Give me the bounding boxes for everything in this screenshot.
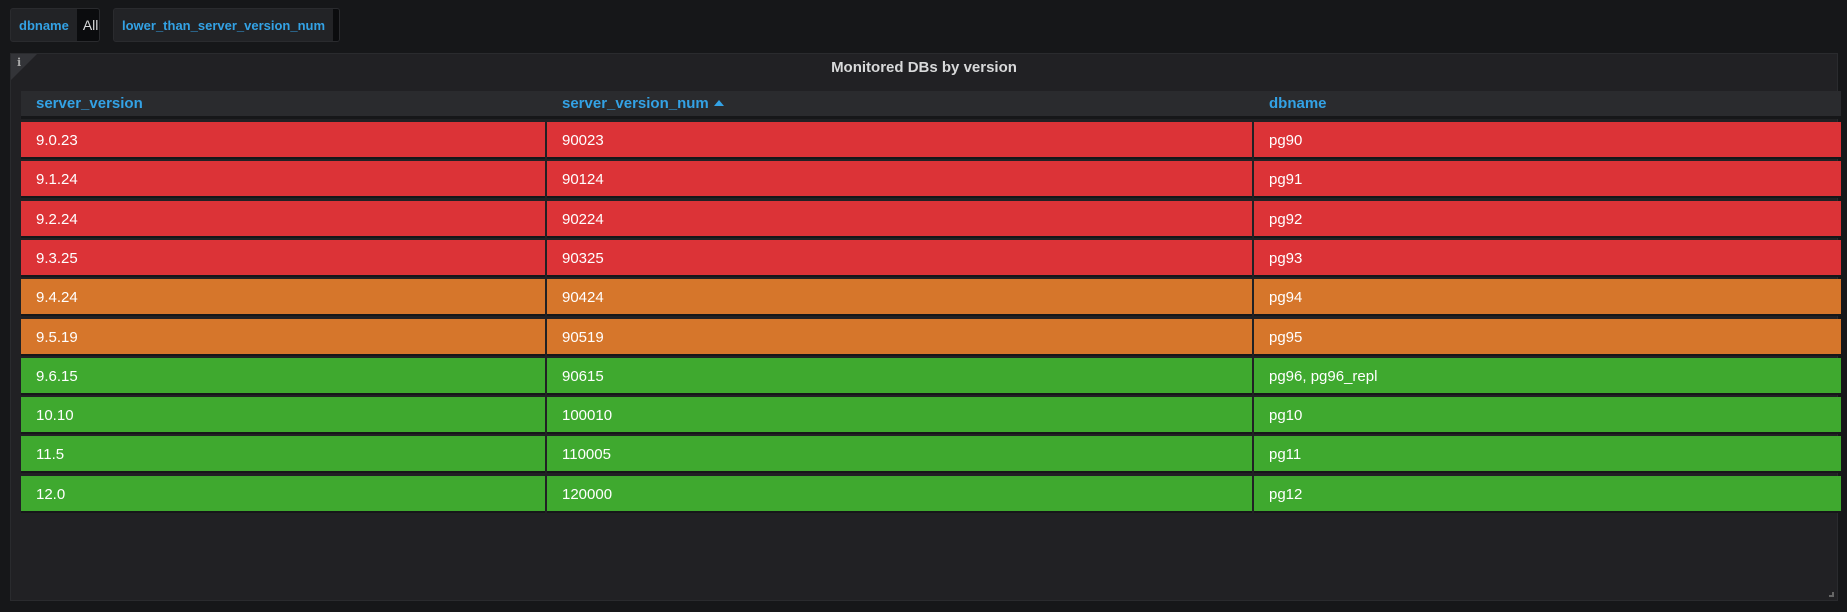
cell-server-version: 12.0 — [21, 475, 545, 513]
cell-server-version-num: 90023 — [547, 122, 1252, 159]
cell-dbname: pg94 — [1254, 279, 1841, 317]
cell-dbname: pg93 — [1254, 239, 1841, 277]
cell-dbname: pg12 — [1254, 475, 1841, 513]
cell-server-version-num: 120000 — [547, 475, 1252, 513]
column-header-server-version-num[interactable]: server_version_num — [562, 91, 724, 116]
table-row: 9.1.24 90124 pg91 — [21, 161, 1841, 200]
table-row: 9.2.24 90224 pg92 — [21, 200, 1841, 240]
dropdown-value: All — [82, 17, 99, 33]
cell-server-version-num: 90325 — [547, 239, 1252, 277]
table-row: 11.5 110005 pg11 — [21, 436, 1841, 475]
table-row: 9.4.24 90424 pg94 — [21, 279, 1841, 318]
dbname-dropdown[interactable]: All — [76, 9, 99, 41]
table-row: 12.0 120000 pg12 — [21, 475, 1841, 515]
table-header: server_version server_version_num dbname — [21, 91, 1841, 119]
header-label: dbname — [1269, 95, 1327, 112]
header-label: server_version_num — [562, 95, 709, 112]
cell-server-version: 9.3.25 — [21, 239, 545, 277]
variable-label: lower_than_server_version_num — [122, 17, 326, 33]
cell-server-version-num: 90424 — [547, 279, 1252, 317]
cell-server-version: 9.6.15 — [21, 357, 545, 395]
cell-dbname: pg90 — [1254, 122, 1841, 159]
panel-monitored-dbs: i Monitored DBs by version server_versio… — [10, 53, 1841, 601]
cell-dbname: pg91 — [1254, 161, 1841, 199]
cell-server-version: 9.4.24 — [21, 279, 545, 317]
table-row: 9.5.19 90519 pg95 — [21, 318, 1841, 358]
cell-dbname: pg96, pg96_repl — [1254, 357, 1841, 395]
cell-dbname: pg95 — [1254, 318, 1841, 356]
info-icon[interactable]: i — [17, 56, 22, 69]
table-row: 9.3.25 90325 pg93 — [21, 239, 1841, 279]
cell-server-version-num: 90124 — [547, 161, 1252, 199]
sort-ascending-icon — [713, 100, 724, 106]
cell-server-version: 11.5 — [21, 436, 545, 474]
column-header-server-version[interactable]: server_version — [36, 91, 143, 116]
cell-dbname: pg11 — [1254, 436, 1841, 474]
cell-server-version: 9.0.23 — [21, 122, 545, 159]
cell-server-version-num: 100010 — [547, 397, 1252, 435]
panel-info-corner[interactable] — [11, 54, 37, 80]
cell-server-version-num: 110005 — [547, 436, 1252, 474]
variable-dbname: dbname All — [10, 8, 100, 42]
cell-server-version-num: 90615 — [547, 357, 1252, 395]
variable-lower-than-server-version-num: lower_than_server_version_num 120000 — [113, 8, 340, 42]
panel-title[interactable]: Monitored DBs by version — [831, 59, 1017, 76]
header-label: server_version — [36, 95, 143, 112]
cell-server-version: 9.1.24 — [21, 161, 545, 199]
table-row: 10.10 100010 pg10 — [21, 397, 1841, 436]
version-num-dropdown[interactable]: 120000 — [333, 9, 340, 41]
cell-server-version-num: 90224 — [547, 200, 1252, 238]
table-row: 9.6.15 90615 pg96, pg96_repl — [21, 357, 1841, 397]
table-row: 9.0.23 90023 pg90 — [21, 122, 1841, 161]
cell-server-version: 9.2.24 — [21, 200, 545, 238]
cell-server-version: 9.5.19 — [21, 318, 545, 356]
variable-label: dbname — [19, 17, 69, 33]
cell-server-version: 10.10 — [21, 397, 545, 435]
resize-handle-icon[interactable] — [1829, 592, 1834, 597]
column-header-dbname[interactable]: dbname — [1269, 91, 1327, 116]
dropdown-value: 120000 — [339, 17, 340, 33]
cell-dbname: pg10 — [1254, 397, 1841, 435]
cell-dbname: pg92 — [1254, 200, 1841, 238]
cell-server-version-num: 90519 — [547, 318, 1252, 356]
